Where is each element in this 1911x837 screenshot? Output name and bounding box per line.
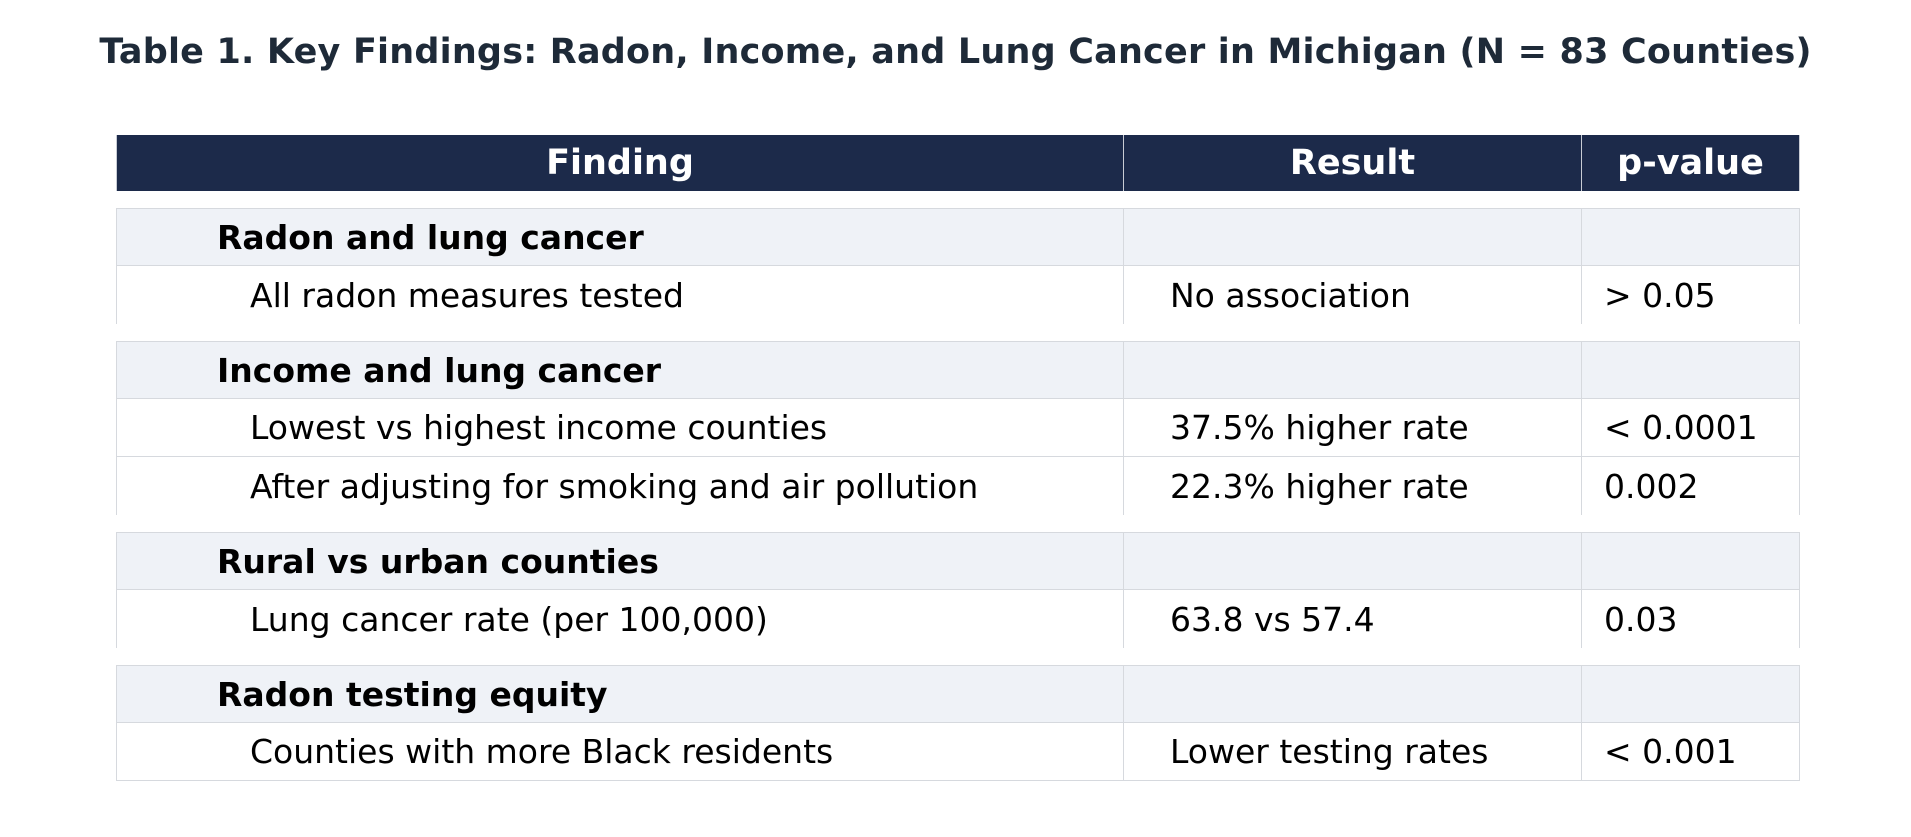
table-group-income: Income and lung cancer Lowest vs highest… <box>116 341 1800 515</box>
column-header-p-value: p-value <box>1581 135 1800 191</box>
finding-cell: Lung cancer rate (per 100,000) <box>116 590 1123 648</box>
p-value-cell: < 0.0001 <box>1581 399 1800 457</box>
result-cell: 22.3% higher rate <box>1123 457 1581 515</box>
p-value-cell: 0.002 <box>1581 457 1800 515</box>
section-row: Income and lung cancer <box>116 341 1800 399</box>
p-value-cell: > 0.05 <box>1581 266 1800 324</box>
finding-cell: Lowest vs highest income counties <box>116 399 1123 457</box>
p-value-cell: 0.03 <box>1581 590 1800 648</box>
column-header-finding: Finding <box>116 135 1123 191</box>
table-title: Table 1. Key Findings: Radon, Income, an… <box>99 32 1812 72</box>
table-group-rural-urban: Rural vs urban counties Lung cancer rate… <box>116 532 1800 648</box>
table-row: After adjusting for smoking and air poll… <box>116 457 1800 515</box>
result-cell: Lower testing rates <box>1123 723 1581 781</box>
finding-cell: Counties with more Black residents <box>116 723 1123 781</box>
table-group-testing-equity: Radon testing equity Counties with more … <box>116 665 1800 781</box>
table-row: Lung cancer rate (per 100,000) 63.8 vs 5… <box>116 590 1800 648</box>
column-header-result: Result <box>1123 135 1581 191</box>
finding-cell: All radon measures tested <box>116 266 1123 324</box>
section-label: Radon testing equity <box>116 666 1123 723</box>
table-group-radon: Radon and lung cancer All radon measures… <box>116 208 1800 324</box>
table-row: All radon measures tested No association… <box>116 266 1800 324</box>
table-header: Finding Result p-value <box>116 135 1800 191</box>
section-row: Radon and lung cancer <box>116 208 1800 266</box>
result-cell: 63.8 vs 57.4 <box>1123 590 1581 648</box>
findings-table: Finding Result p-value Radon and lung ca… <box>116 135 1800 781</box>
section-label: Radon and lung cancer <box>116 209 1123 266</box>
finding-cell: After adjusting for smoking and air poll… <box>116 457 1123 515</box>
section-row: Radon testing equity <box>116 665 1800 723</box>
p-value-cell: < 0.001 <box>1581 723 1800 781</box>
result-cell: 37.5% higher rate <box>1123 399 1581 457</box>
result-cell: No association <box>1123 266 1581 324</box>
table-row: Lowest vs highest income counties 37.5% … <box>116 399 1800 457</box>
section-row: Rural vs urban counties <box>116 532 1800 590</box>
section-label: Income and lung cancer <box>116 342 1123 399</box>
table-row: Counties with more Black residents Lower… <box>116 723 1800 781</box>
section-label: Rural vs urban counties <box>116 533 1123 590</box>
